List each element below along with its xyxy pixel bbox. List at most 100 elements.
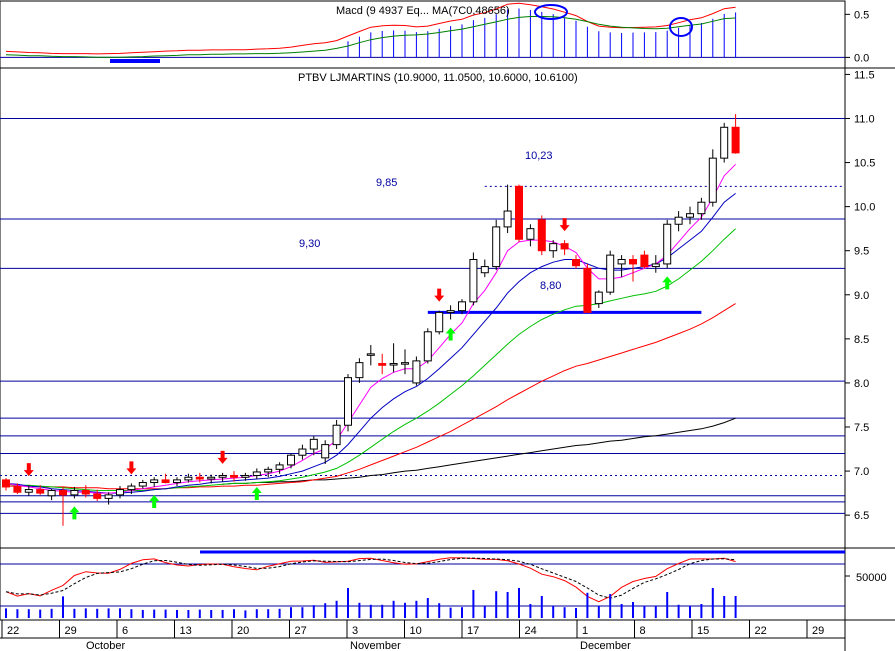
candle-body [651, 263, 660, 268]
buy-arrow [251, 487, 262, 501]
candle-body [47, 489, 56, 497]
sell-arrow [434, 288, 445, 302]
date-tick-label: 13 [180, 625, 192, 637]
candle-body [275, 464, 284, 470]
macd-panel [0, 2, 845, 63]
candle-body [629, 259, 637, 265]
sell-arrow [126, 461, 137, 475]
date-tick-label: 29 [65, 625, 77, 637]
candle-body [549, 243, 558, 252]
macd-circle-cross [669, 17, 693, 37]
candle-body [332, 424, 341, 446]
buy-arrow [69, 506, 80, 520]
candle-body [594, 291, 603, 305]
candle-body [298, 448, 307, 456]
candle-body [366, 353, 375, 356]
month-label-october: October [86, 640, 125, 651]
date-tick-label: 17 [467, 625, 479, 637]
candle-body [59, 489, 67, 496]
month-label-november: November [350, 640, 401, 651]
level-label-930: 9,30 [299, 238, 320, 250]
candle-body [241, 474, 250, 478]
date-tick-label: 3 [352, 625, 358, 637]
candle-body [480, 266, 489, 274]
buy-arrow [662, 276, 673, 290]
date-tick-label: 29 [812, 625, 824, 637]
candle-body [526, 228, 535, 240]
candle-body [138, 482, 147, 487]
candle-body [344, 377, 352, 426]
price-tick-label: 7.5 [854, 422, 869, 434]
candle-body [173, 479, 181, 484]
macd-tick-label: 0.5 [854, 9, 869, 21]
candle-body [515, 185, 523, 240]
price-tick-label: 9.5 [854, 246, 869, 258]
candle-body [412, 360, 421, 384]
candle-body [378, 363, 387, 366]
date-tick-label: 10 [410, 625, 422, 637]
sell-arrow [217, 450, 228, 464]
candle-body [184, 476, 193, 481]
volume-panel [0, 550, 845, 618]
candle-body [150, 479, 159, 484]
candle-body [572, 259, 580, 267]
candle-body [708, 157, 717, 203]
price-tick-label: 9.0 [854, 290, 869, 302]
price-tick-label: 10.0 [854, 202, 875, 214]
candle-body [492, 226, 501, 268]
macd-line [5, 2, 736, 55]
vol-tick-50000: 50000 [856, 572, 887, 584]
candle-body [13, 486, 22, 493]
candle-body [104, 494, 113, 499]
candle-body [309, 438, 318, 450]
candle-body [674, 216, 683, 225]
candle-body [2, 479, 10, 488]
candle-body [401, 362, 409, 365]
candle-body [252, 471, 261, 476]
level-label-985: 9,85 [376, 177, 397, 189]
ma_long-line [5, 228, 736, 491]
candle-body [24, 489, 33, 493]
candle-body [731, 126, 740, 154]
level-label-880: 8,80 [540, 280, 561, 292]
stoch-k-line [5, 557, 736, 603]
candle-body [230, 474, 238, 478]
candle-body [127, 485, 136, 491]
candle-body [389, 363, 398, 366]
candle-body [458, 301, 466, 312]
candle-body [161, 479, 170, 484]
signal-arrows [23, 218, 673, 520]
price-tick-label: 8.5 [854, 334, 869, 346]
candles [2, 114, 740, 526]
candle-body [446, 310, 455, 313]
candle-body [640, 254, 649, 268]
candle-body [606, 254, 615, 293]
candle-body [116, 489, 124, 496]
candle-body [503, 210, 512, 228]
date-tick-label: 1 [582, 625, 588, 637]
axes: 6.57.07.58.08.59.09.510.010.511.011.50.0… [0, 9, 875, 639]
candle-body [36, 489, 45, 494]
candle-body [287, 454, 295, 466]
buy-arrow [149, 494, 160, 508]
macd-title: Macd (9 4937 Eq... MA(7C0,48656) [336, 5, 510, 17]
date-tick-label: 20 [237, 625, 249, 637]
price-title: PTBV LJMARTINS (10.9000, 11.0500, 10.600… [298, 72, 578, 84]
price-tick-label: 7.0 [854, 466, 869, 478]
candle-body [697, 201, 706, 215]
date-tick-label: 8 [640, 625, 646, 637]
candle-body [70, 489, 79, 496]
candle-body [264, 468, 273, 473]
candle-body [469, 259, 478, 303]
macd-circle-high [534, 4, 568, 20]
candle-body [686, 213, 694, 218]
candle-body [93, 493, 102, 499]
macd-tick-label: 0.0 [854, 52, 869, 64]
price-tick-label: 11.5 [854, 69, 875, 81]
candle-body [423, 331, 432, 362]
date-tick-label: 27 [295, 625, 307, 637]
macd-signal-line [5, 16, 736, 58]
price-tick-label: 8.0 [854, 378, 869, 390]
date-tick-label: 6 [122, 625, 128, 637]
